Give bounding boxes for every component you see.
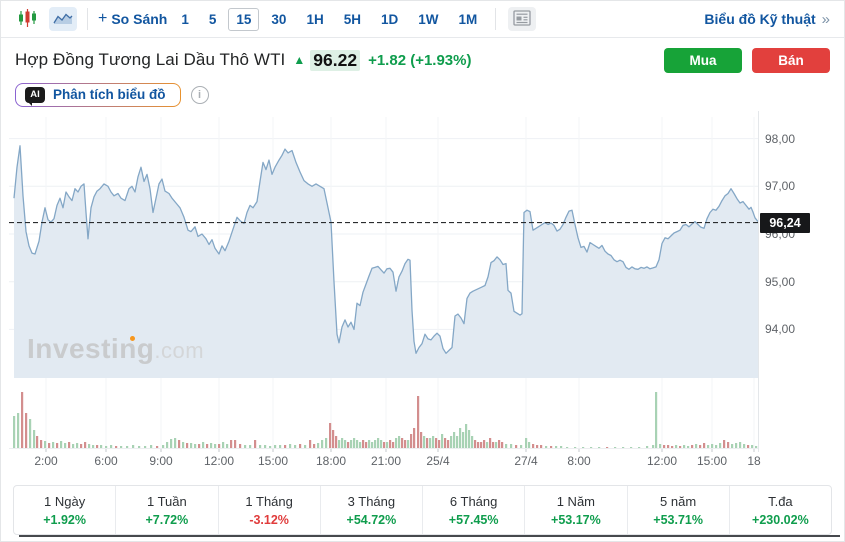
ai-analysis-row: AI Phân tích biểu đồ i: [1, 78, 844, 111]
interval-1W[interactable]: 1W: [410, 8, 446, 31]
y-axis-label: 95,00: [765, 274, 796, 289]
performance-value: +54.72%: [346, 513, 397, 527]
technical-chart-link[interactable]: Biểu đồ Kỹ thuật »: [704, 11, 830, 28]
last-price: 96.22: [310, 49, 361, 71]
performance-value: +57.45%: [448, 513, 499, 527]
interval-1H[interactable]: 1H: [298, 8, 331, 31]
performance-value: +53.71%: [653, 513, 703, 527]
x-axis-label: 12:00: [203, 454, 235, 468]
trade-buttons: Mua Bán: [664, 47, 830, 73]
news-panel-icon: [513, 9, 531, 29]
interval-5H[interactable]: 5H: [336, 8, 369, 31]
performance-cell-6[interactable]: 5 năm +53.71%: [626, 486, 729, 534]
performance-period-label: 1 Năm: [556, 494, 596, 509]
performance-bar: 1 Ngày +1.92% 1 Tuần +7.72% 1 Tháng -3.12% 3 T…: [13, 485, 832, 535]
performance-period-label: 5 năm: [660, 494, 697, 509]
watermark-suffix: .com: [154, 338, 205, 363]
x-axis-label: 15:00: [257, 454, 289, 468]
toolbar-divider: [495, 8, 497, 30]
performance-period-label: 6 Tháng: [449, 494, 498, 509]
performance-value: +7.72%: [145, 513, 189, 527]
last-price-tag: 96,24: [760, 212, 810, 233]
interval-30[interactable]: 30: [263, 8, 294, 31]
news-events-button[interactable]: [508, 7, 537, 31]
chart-toolbar: + So Sánh 1 5 15 30 1H 5H 1D 1W 1M Biểu đồ Kỹ th…: [1, 1, 844, 38]
x-axis-label: 12:00: [646, 454, 678, 468]
info-icon[interactable]: i: [190, 85, 209, 104]
ai-badge-icon: AI: [25, 86, 45, 106]
performance-period-label: 1 Ngày: [44, 494, 86, 509]
performance-period-label: 1 Tháng: [245, 494, 293, 509]
performance-period-label: 3 Tháng: [347, 494, 396, 509]
performance-cell-5[interactable]: 1 Năm +53.17%: [524, 486, 626, 534]
instrument-header: Hợp Đồng Tương Lai Dầu Thô WTI ▲ 96.22 +…: [1, 42, 844, 78]
area-chart-button[interactable]: [49, 7, 77, 31]
price-up-arrow-icon: ▲: [293, 53, 306, 67]
bottom-scrollbar[interactable]: [19, 535, 840, 537]
performance-period-label: 1 Tuần: [146, 494, 187, 509]
price-chart[interactable]: Investing.com 98,00 97,00 96,00 95,00 94,00 …: [1, 111, 844, 471]
plus-icon: +: [98, 10, 108, 27]
performance-value: +230.02%: [752, 513, 809, 527]
performance-value: +53.17%: [551, 513, 601, 527]
x-axis-label: 25/4: [426, 454, 450, 468]
x-axis-label: 15:00: [696, 454, 728, 468]
compare-button[interactable]: + So Sánh: [98, 10, 167, 28]
performance-cell-0[interactable]: 1 Ngày +1.92%: [14, 486, 115, 534]
performance-value: -3.12%: [249, 513, 289, 527]
watermark-main: Investing: [27, 333, 155, 364]
x-axis-label: 8:00: [567, 454, 591, 468]
performance-cell-2[interactable]: 1 Tháng -3.12%: [217, 486, 320, 534]
x-axis-label: 21:00: [370, 454, 402, 468]
interval-1[interactable]: 1: [173, 8, 197, 31]
performance-period-label: T.đa: [768, 494, 793, 509]
performance-value: +1.92%: [43, 513, 86, 527]
investing-watermark: Investing.com: [27, 333, 204, 365]
price-change: +1.82 (+1.93%): [368, 51, 472, 69]
candlestick-chart-button[interactable]: [13, 7, 41, 31]
ai-analyze-label: Phân tích biểu đồ: [53, 87, 166, 102]
performance-cell-1[interactable]: 1 Tuần +7.72%: [115, 486, 217, 534]
interval-1M[interactable]: 1M: [451, 8, 486, 31]
interval-5[interactable]: 5: [201, 8, 225, 31]
y-axis-label: 97,00: [765, 179, 796, 194]
area-chart-icon: [53, 11, 73, 28]
watermark-orange-dot: [130, 336, 135, 341]
y-axis-label: 94,00: [765, 322, 796, 337]
ai-analyze-button[interactable]: AI Phân tích biểu đồ: [15, 82, 181, 107]
x-axis-label: 2:00: [34, 454, 58, 468]
compare-label: So Sánh: [111, 11, 168, 27]
x-axis-label: 9:00: [149, 454, 173, 468]
performance-cell-4[interactable]: 6 Tháng +57.45%: [422, 486, 524, 534]
x-axis-label: 6:00: [94, 454, 118, 468]
y-axis-label: 98,00: [765, 131, 796, 146]
instrument-title: Hợp Đồng Tương Lai Dầu Thô WTI: [15, 50, 286, 69]
candlestick-icon: [18, 8, 37, 31]
x-axis-label: 27/4: [514, 454, 538, 468]
sell-button[interactable]: Bán: [752, 47, 830, 73]
performance-cell-7[interactable]: T.đa +230.02%: [728, 486, 831, 534]
interval-15[interactable]: 15: [228, 7, 260, 31]
technical-chart-label: Biểu đồ Kỹ thuật: [704, 11, 816, 27]
interval-switcher: 1 5 15 30 1H 5H 1D 1W 1M: [173, 7, 486, 31]
performance-cell-3[interactable]: 3 Tháng +54.72%: [319, 486, 422, 534]
x-axis-label: 18:00: [315, 454, 347, 468]
buy-button[interactable]: Mua: [664, 47, 742, 73]
chart-canvas[interactable]: [1, 111, 845, 471]
toolbar-divider: [87, 8, 88, 30]
x-axis-label: 18: [747, 454, 761, 468]
chevron-right-icon: »: [821, 10, 830, 28]
interval-1D[interactable]: 1D: [373, 8, 406, 31]
